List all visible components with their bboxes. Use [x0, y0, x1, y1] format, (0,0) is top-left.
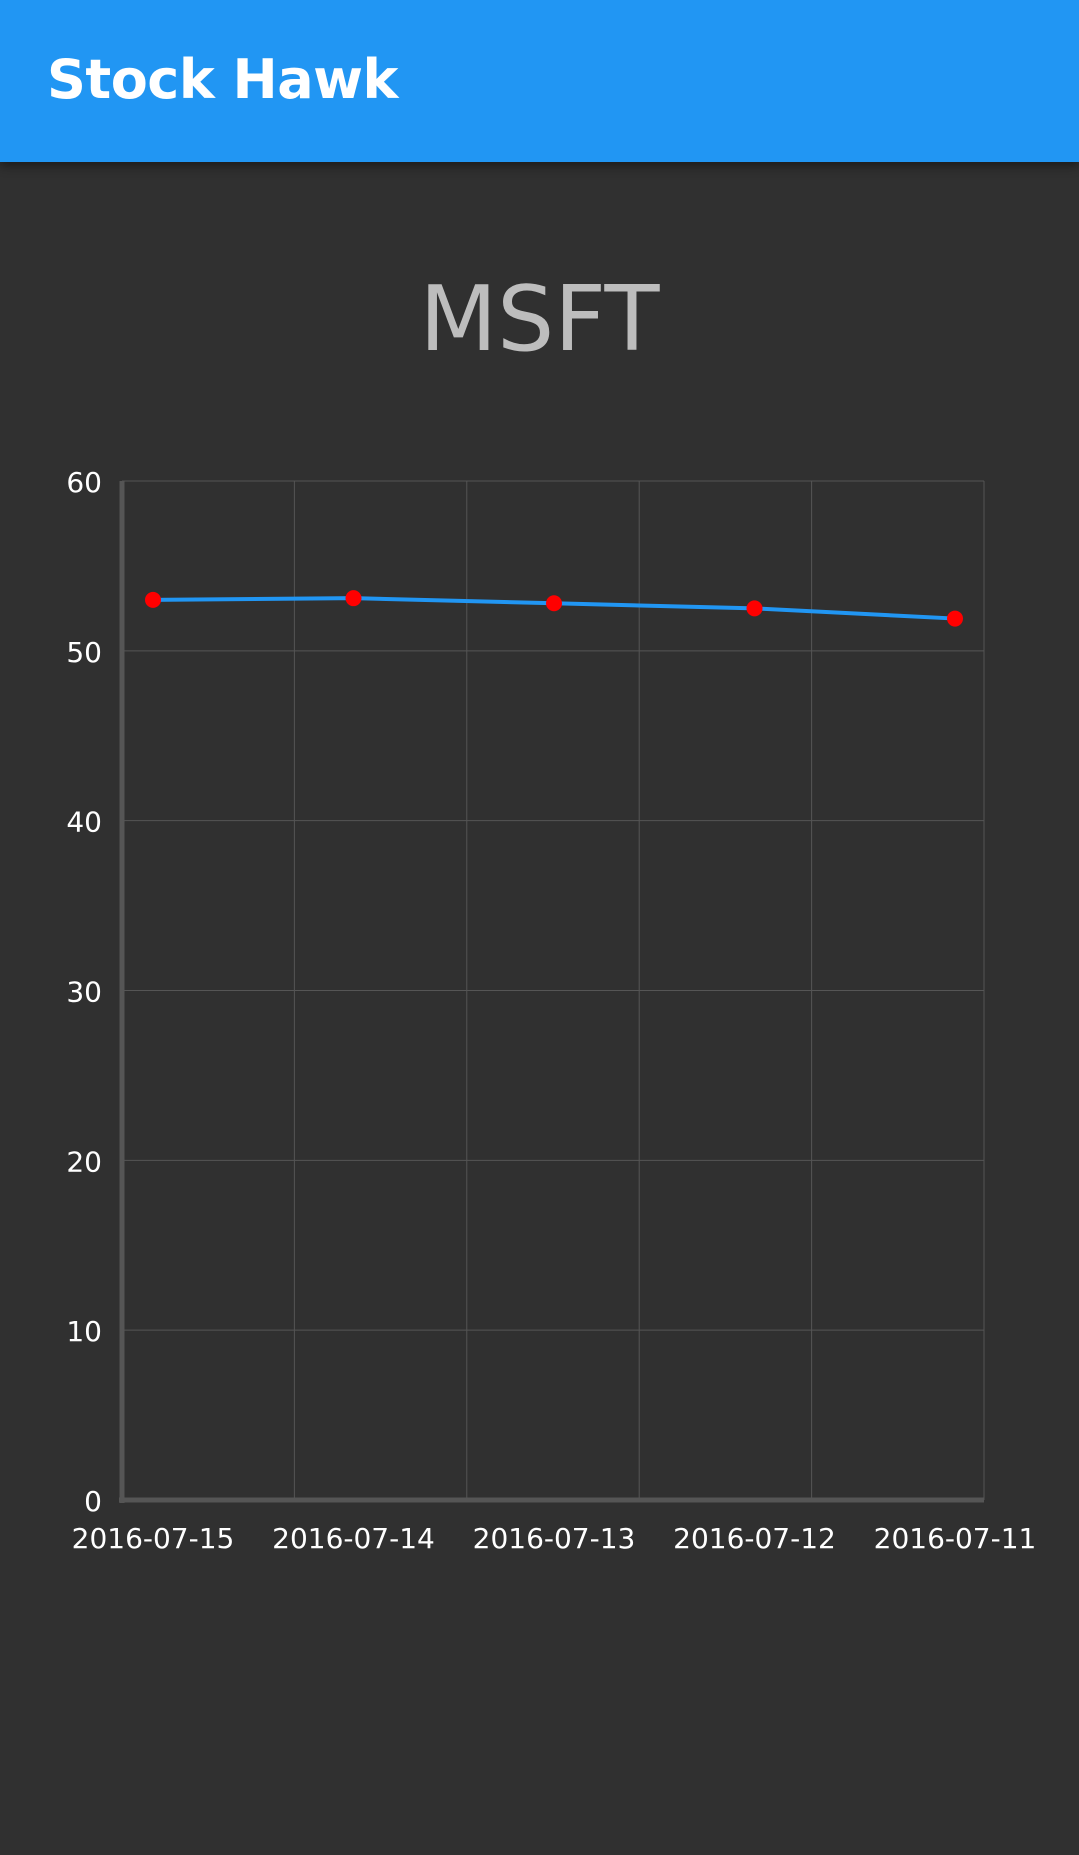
data-point [746, 600, 763, 617]
x-tick-label: 2016-07-12 [673, 1522, 836, 1555]
y-tick-label: 50 [66, 636, 102, 669]
chart-grid [121, 480, 985, 1501]
x-tick-label: 2016-07-11 [874, 1522, 1037, 1555]
y-tick-label: 30 [66, 976, 102, 1009]
y-tick-label: 40 [66, 806, 102, 839]
chart-axes [119, 481, 984, 1503]
data-points [145, 590, 963, 627]
app-title: Stock Hawk [47, 48, 398, 111]
x-tick-label: 2016-07-15 [72, 1522, 235, 1555]
data-point [546, 595, 562, 612]
y-tick-label: 0 [84, 1485, 102, 1518]
y-tick-label: 20 [66, 1145, 102, 1178]
y-axis-labels: 0 10 20 30 40 50 60 [66, 466, 102, 1518]
data-point [145, 591, 161, 608]
x-tick-label: 2016-07-14 [272, 1522, 435, 1555]
x-axis-labels: 2016-07-15 2016-07-14 2016-07-13 2016-07-12… [72, 1522, 1037, 1555]
app-bar: Stock Hawk [0, 0, 1079, 162]
data-point [947, 610, 963, 627]
stock-symbol-title: MSFT [419, 267, 660, 372]
data-point [345, 590, 362, 607]
x-tick-label: 2016-07-13 [473, 1522, 636, 1555]
y-tick-label: 10 [66, 1315, 102, 1348]
y-tick-label: 60 [66, 466, 102, 499]
